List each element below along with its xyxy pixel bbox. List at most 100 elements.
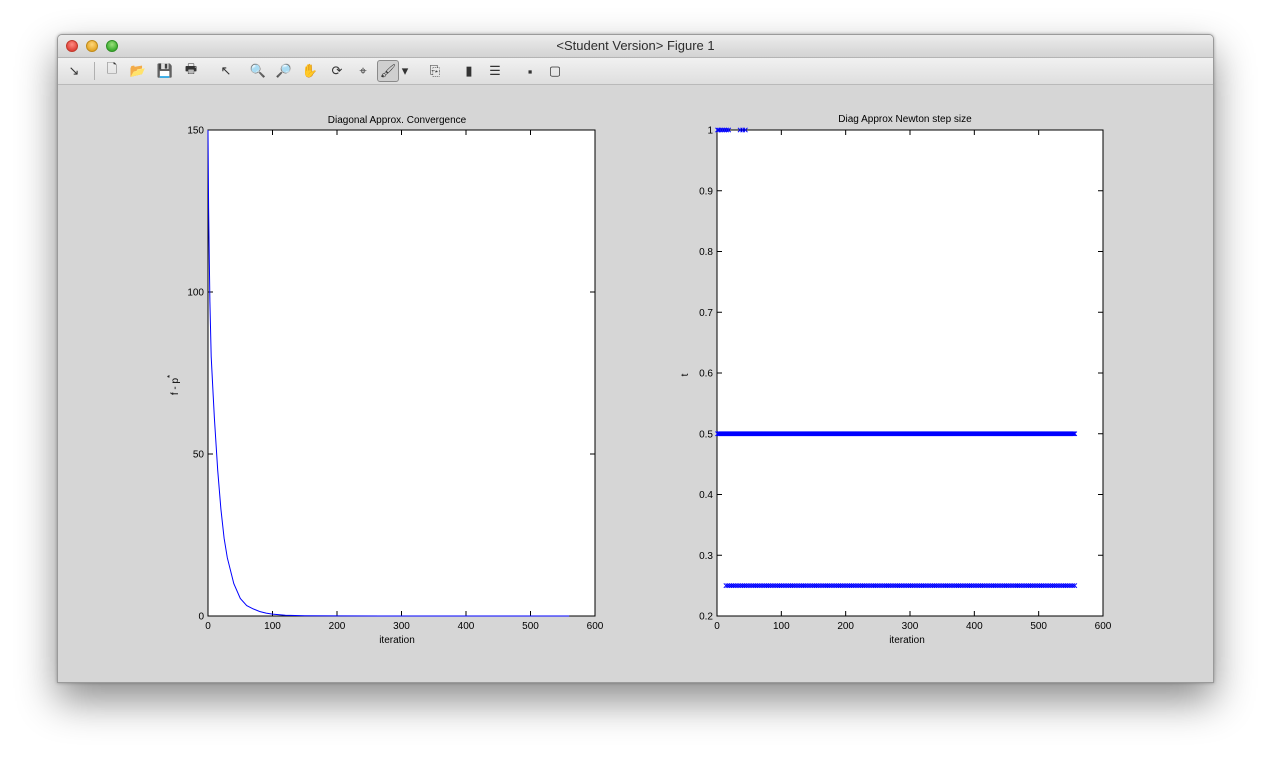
scatter-marker [817,583,823,589]
axes-step-size[interactable]: Diag Approx Newton step size iteration t… [680,114,1112,646]
legend-icon[interactable]: ☰ [489,63,501,78]
scatter-marker [898,583,904,589]
scatter-marker [813,583,819,589]
scatter-marker [784,583,790,589]
y-tick-label: 0.8 [699,247,713,258]
scatter-marker [837,583,843,589]
scatter-marker [989,583,995,589]
zoom-in-icon[interactable]: 🔍 [249,63,267,78]
scatter-marker [1072,583,1078,589]
scatter-marker [728,583,735,589]
y-tick-label: 0.6 [699,369,713,380]
show-plot-tools-icon[interactable]: ▢ [548,63,562,78]
scatter-marker [835,583,842,589]
minimize-window-button[interactable] [86,40,98,52]
series-line [207,129,570,617]
edit-plot-icon[interactable]: ↖ [220,63,232,78]
y-tick-label: 0.7 [699,308,713,319]
scatter-marker [887,583,893,589]
print-figure-icon[interactable]: 🖶 [184,61,198,76]
x-tick-label: 100 [773,621,790,632]
scatter-marker [742,127,748,133]
scatter-marker [935,583,941,589]
scatter-marker [876,583,882,589]
scatter-marker [1070,431,1076,437]
x-tick-label: 500 [1030,621,1047,632]
hide-plot-tools-icon[interactable]: ▪ [527,63,533,79]
zoom-window-button[interactable] [106,40,118,52]
scatter-marker [740,583,746,589]
close-window-button[interactable] [66,40,78,52]
chart-title: Diagonal Approx. Convergence [328,115,467,126]
scatter-marker [928,583,934,589]
scatter-marker [933,583,939,589]
y-tick-label: 0.5 [699,429,713,440]
open-file-icon[interactable]: 📂 [129,63,147,78]
axes-convergence[interactable]: Diagonal Approx. Convergence iteration f… [166,115,604,646]
x-tick-label: 400 [966,621,983,632]
scatter-marker [720,127,726,133]
scatter-marker [734,583,740,589]
scatter-marker [1044,583,1050,589]
scatter-marker [1005,583,1011,589]
x-tick-label: 0 [714,621,720,632]
scatter-marker [883,583,890,589]
scatter-marker [976,583,982,589]
scatter-marker [1014,583,1021,589]
scatter-marker [1046,583,1052,589]
scatter-marker [847,583,853,589]
y-tick-label: 1 [707,126,713,137]
scatter-marker [845,583,851,589]
scatter-marker [861,583,867,589]
scatter-marker [957,583,963,589]
scatter-marker [882,583,888,589]
brush-dropdown-icon[interactable]: ▾ [401,63,409,78]
axes-box [716,129,1104,617]
pan-icon[interactable]: ✋ [301,63,319,78]
scatter-marker [854,583,860,589]
scatter-marker [965,583,971,589]
figure-window: <Student Version> Figure 1 ↘ 🗋 📂 💾 🖶 ↖ 🔍… [57,34,1214,683]
scatter-marker [764,583,770,589]
scatter-marker [793,583,799,589]
y-tick-label: 150 [187,126,204,137]
scatter-marker [823,583,829,589]
title-bar[interactable]: <Student Version> Figure 1 [58,35,1213,58]
scatter-marker [810,583,816,589]
figure-toolbar: ↘ 🗋 📂 💾 🖶 ↖ 🔍 🔎 ✋ ⟳ ⌖ 🖌 ▾ ⎘ ▮ ☰ ▪ ▢ [58,58,1213,85]
scatter-marker [893,583,899,589]
scatter-marker [1061,583,1067,589]
scatter-marker [1029,583,1035,589]
scatter-marker [865,583,871,589]
scatter-marker [726,127,732,133]
x-tick-label: 600 [587,621,604,632]
zoom-out-icon[interactable]: 🔎 [275,63,293,78]
y-tick-label: 0 [198,612,204,623]
save-figure-icon[interactable]: 💾 [156,63,174,78]
scatter-marker [767,583,773,589]
x-tick-label: 200 [329,621,346,632]
scatter-marker [776,583,783,589]
colorbar-icon[interactable]: ▮ [465,63,473,78]
scatter-marker [979,583,986,589]
rotate-3d-icon[interactable]: ⟳ [331,63,343,78]
link-plot-icon[interactable]: ⎘ [429,63,441,78]
data-cursor-icon[interactable]: ⌖ [359,63,367,78]
scatter-marker [1031,583,1037,589]
brush-icon[interactable]: 🖌 [377,60,399,82]
scatter-marker [812,583,818,589]
dock-figure-icon[interactable]: ↘ [68,63,80,78]
scatter-marker [968,583,974,589]
scatter-marker [872,583,878,589]
scatter-marker [1022,583,1028,589]
scatter-marker [1000,583,1006,589]
scatter-marker [732,583,738,589]
scatter-marker [963,583,969,589]
scatter-marker [724,127,730,133]
scatter-marker [749,583,755,589]
new-figure-icon[interactable]: 🗋 [106,61,118,76]
x-tick-label: 500 [522,621,539,632]
scatter-marker [1050,583,1056,589]
scatter-marker [885,583,891,589]
scatter-marker [1038,583,1045,589]
